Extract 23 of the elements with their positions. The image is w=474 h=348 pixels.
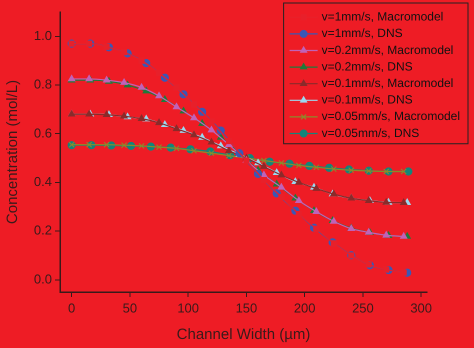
x-tick-label: 100 [177,300,200,316]
y-tick-label: 0.0 [34,271,52,286]
y-tick-label: 0.4 [34,174,52,190]
y-tick-label: 1.0 [34,28,52,43]
x-axis-title: Channel Width (µm) [176,326,310,344]
legend-label: v=0.05mm/s, Macromodel [322,109,460,124]
legend-label: v=0.2mm/s, DNS [322,59,413,74]
x-tick-label: 200 [294,300,316,316]
legend-label: v=1mm/s, Macromodel [322,10,444,24]
y-axis-title: Concentration (mol/L) [4,80,22,224]
y-tick-label: 0.6 [34,125,52,140]
x-tick-label: 150 [236,300,258,316]
legend-label: v=0.2mm/s, Macromodel [322,42,454,57]
legend-label: v=0.05mm/s, DNS [322,126,420,140]
x-tick-label: 300 [410,300,432,316]
legend-label: v=0.1mm/s, DNS [322,92,413,107]
x-tick-label: 250 [352,300,374,316]
x-tick-label: 0 [68,300,76,316]
legend-label: v=1mm/s, DNS [322,26,403,40]
legend-label: v=0.1mm/s, Macromodel [322,76,454,90]
y-tick-label: 0.8 [34,76,52,92]
y-tick-label: 0.2 [34,222,52,238]
x-tick-label: 50 [122,300,138,316]
